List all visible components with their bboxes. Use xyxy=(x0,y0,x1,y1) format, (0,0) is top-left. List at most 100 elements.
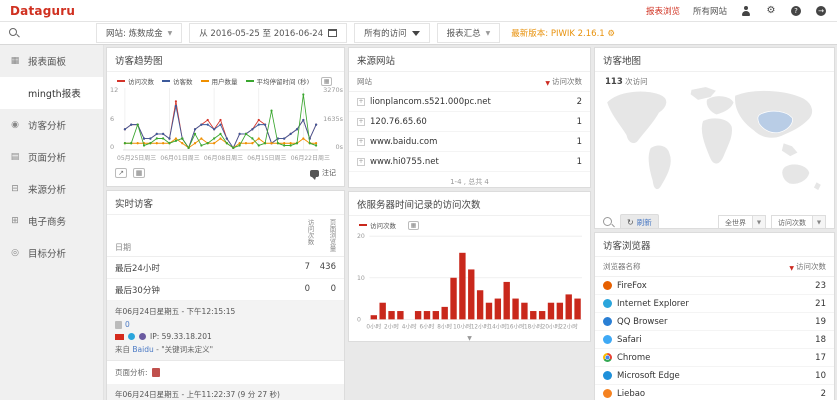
search-input[interactable] xyxy=(24,28,88,38)
referrer-name: 120.76.65.60 xyxy=(370,117,427,127)
site-selector[interactable]: 网站: 炼数成金▼ xyxy=(96,23,182,43)
browser-name: Microsoft Edge xyxy=(617,371,680,381)
referrer-link[interactable]: Baidu xyxy=(132,345,153,354)
visits-value: 1 xyxy=(577,137,582,147)
metric-select[interactable]: 访问次数▼ xyxy=(771,215,826,229)
world-map-svg[interactable] xyxy=(599,74,830,210)
reports-menu[interactable]: 报表汇总▼ xyxy=(437,23,501,43)
pageview-count[interactable]: 0 xyxy=(125,320,130,329)
legend-dash xyxy=(359,224,367,226)
referrer-name: www.baidu.com xyxy=(370,137,437,147)
table-row[interactable]: Liebao2 xyxy=(595,385,834,400)
y-tick: 1635s xyxy=(323,115,343,123)
trend-chart: 12 6 0 3270s 1635s 0s xyxy=(123,88,318,152)
table-row[interactable]: Internet Explorer21 xyxy=(595,295,834,313)
svg-text:0小时: 0小时 xyxy=(366,323,381,331)
new-zealand-region xyxy=(814,182,822,191)
legend-item[interactable]: 平均停留时间 (秒) xyxy=(246,76,310,86)
annotation-icon[interactable] xyxy=(310,170,319,177)
visit-referrer: 来自 Baidu - "关键词未定义" xyxy=(115,344,336,355)
user-icon[interactable] xyxy=(740,5,752,17)
sidebar-item-label: 目标分析 xyxy=(28,246,66,260)
expand-icon[interactable]: + xyxy=(357,118,365,126)
trend-x-labels: 05月25日周三06月01日周三06月08日周三06月15日周三06月22日周三 xyxy=(117,153,330,162)
search-box[interactable] xyxy=(9,28,89,38)
visitor-browsers-panel: 访客浏览器 浏览器名称 ▼ 访问次数 FireFox23Internet Exp… xyxy=(594,232,835,400)
sidebar-item-goals[interactable]: ◎目标分析 xyxy=(0,237,103,269)
expand-icon[interactable]: + xyxy=(357,138,365,146)
visitors-icon: ◉ xyxy=(10,120,20,130)
south-america-region xyxy=(648,145,671,189)
sidebar-item-ecommerce[interactable]: ⊞电子商务 xyxy=(0,205,103,237)
export-image-icon[interactable]: ▦ xyxy=(321,77,332,86)
legend-item[interactable]: 访客数 xyxy=(162,76,193,86)
legend-item[interactable]: 访问次数 xyxy=(117,76,154,86)
segment-selector[interactable]: 所有的访问 xyxy=(354,23,430,43)
table-row[interactable]: + www.baidu.com 1 xyxy=(349,132,590,152)
plugin-icon xyxy=(139,333,146,340)
legend-item[interactable]: 访问次数 xyxy=(359,220,396,230)
table-row[interactable]: +www.hi0755.net1 xyxy=(349,152,590,172)
zoom-out-icon[interactable] xyxy=(603,217,614,228)
sidebar-item-label: 电子商务 xyxy=(28,214,66,228)
export-image-icon[interactable]: ▦ xyxy=(408,221,419,230)
expand-icon[interactable]: + xyxy=(357,98,365,106)
top-bar: Dataguru 报表浏览 所有网站 ⚙ ? → xyxy=(0,0,837,22)
region-select[interactable]: 全世界▼ xyxy=(718,215,766,229)
gear-icon[interactable]: ⚙ xyxy=(765,5,777,17)
date-range-selector[interactable]: 从 2016-05-25 至 2016-06-24 xyxy=(189,23,347,43)
browser-icon xyxy=(128,333,135,340)
sidebar-item-pages[interactable]: ▤页面分析 xyxy=(0,141,103,173)
browser-name-cell: FireFox xyxy=(603,281,815,291)
expand-icon[interactable]: + xyxy=(357,158,365,166)
browser-name: FireFox xyxy=(617,281,647,291)
table-row[interactable]: +lionplancom.s521.000pc.net2 xyxy=(349,92,590,112)
nav-report-view[interactable]: 报表浏览 xyxy=(646,5,680,17)
legend-item[interactable]: 用户数量 xyxy=(201,76,238,86)
legend-dash xyxy=(246,80,254,82)
table-row[interactable]: Safari18 xyxy=(595,331,834,349)
chevron-down-icon: ▼ xyxy=(812,216,825,229)
australia-region xyxy=(782,164,810,184)
annotation-label[interactable]: 注记 xyxy=(322,168,336,178)
sidebar-item-label: 访客分析 xyxy=(28,118,66,132)
svg-text:2小时: 2小时 xyxy=(384,323,399,331)
chevron-down-icon: ▼ xyxy=(752,216,765,229)
page-icon[interactable] xyxy=(152,368,160,377)
pages-icon xyxy=(115,321,122,329)
refresh-button[interactable]: ↻刷新 xyxy=(620,214,659,229)
col-visits[interactable]: 访问次数 xyxy=(796,261,826,272)
col-visits[interactable]: 访问次数 xyxy=(552,76,582,87)
visits-value: 19 xyxy=(815,317,826,327)
browser-name-cell: QQ Browser xyxy=(603,317,815,327)
y-tick: 0s xyxy=(335,143,343,151)
image-export-icon[interactable]: ▦ xyxy=(133,168,145,178)
table-row[interactable]: Microsoft Edge10 xyxy=(595,367,834,385)
world-map[interactable]: 113 次访问 xyxy=(599,74,830,210)
browser-name: Safari xyxy=(617,335,642,345)
microsoft-edge-icon xyxy=(603,371,612,380)
sidebar-item-dashboard[interactable]: ▦报表面板 xyxy=(0,45,103,77)
legend-label: 访客数 xyxy=(173,76,193,86)
table-row[interactable]: FireFox23 xyxy=(595,277,834,295)
table-row[interactable]: +120.76.65.601 xyxy=(349,112,590,132)
expand-handle[interactable]: ▼ xyxy=(349,336,590,341)
svg-text:16小时: 16小时 xyxy=(506,323,525,331)
visitor-trend-panel: 访客趋势图 访问次数访客数用户数量平均停留时间 (秒)▦ 12 6 0 3270… xyxy=(106,47,345,187)
map-visits-count: 113 次访问 xyxy=(605,76,648,87)
visits-value: 1 xyxy=(577,157,582,167)
logout-icon[interactable]: → xyxy=(815,5,827,17)
sidebar-item-visitors[interactable]: ◉ 访客分析 xyxy=(0,109,103,141)
version-banner[interactable]: 最新版本: PIWIK 2.16.1 ⚙ xyxy=(511,27,615,39)
sidebar-item-report[interactable]: mingth报表 xyxy=(0,77,103,109)
export-icon[interactable]: ↗ xyxy=(115,168,127,178)
visit-datetime: 年06月24日星期五 - 下午12:15:15 xyxy=(115,306,336,317)
table-row[interactable]: Chrome17 xyxy=(595,349,834,367)
help-icon[interactable]: ? xyxy=(790,5,802,17)
funnel-icon xyxy=(412,31,420,36)
sidebar-item-referrers[interactable]: ⊟来源分析 xyxy=(0,173,103,205)
dataguru-logo[interactable]: Dataguru xyxy=(10,4,75,18)
svg-text:12小时: 12小时 xyxy=(471,323,490,331)
table-row[interactable]: QQ Browser19 xyxy=(595,313,834,331)
nav-all-websites[interactable]: 所有网站 xyxy=(693,5,727,17)
